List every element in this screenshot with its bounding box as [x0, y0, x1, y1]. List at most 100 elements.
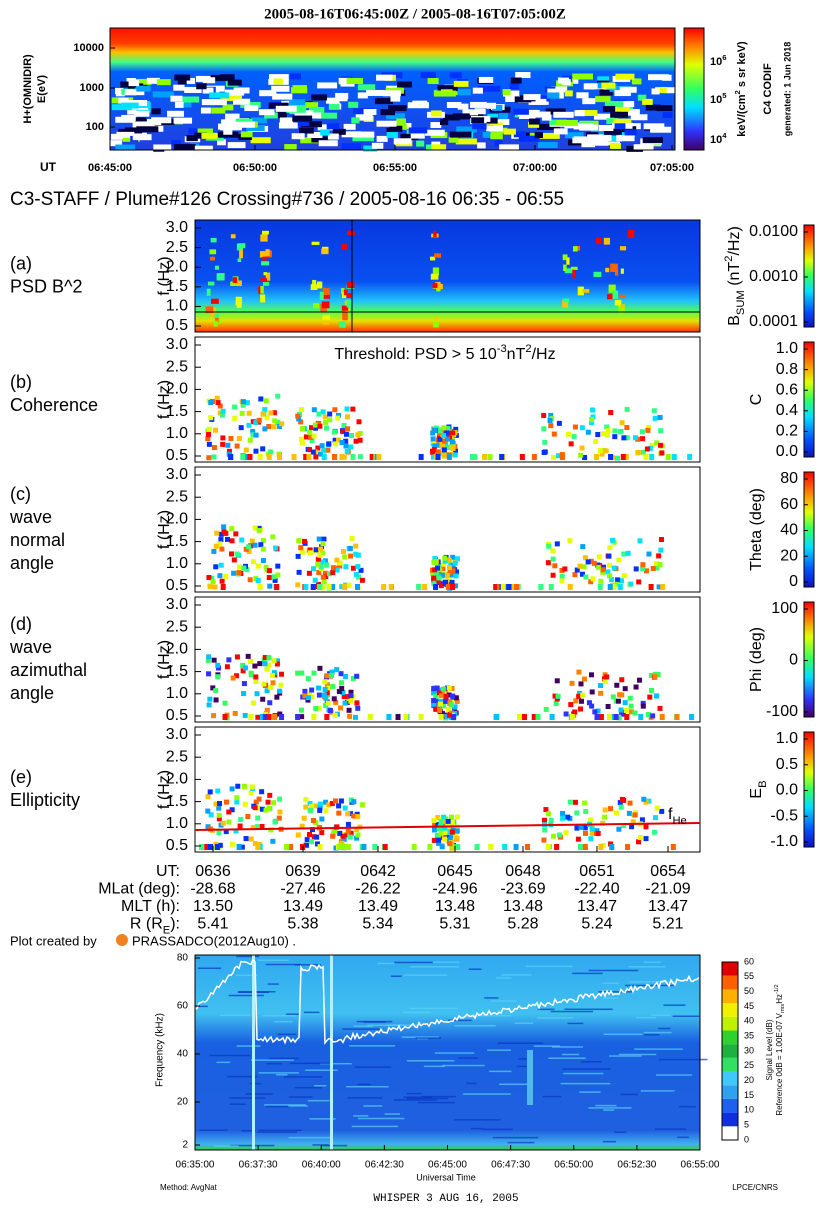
codif-cell	[151, 117, 172, 124]
panel-pixel	[264, 666, 270, 672]
whisper-streak	[403, 1096, 433, 1099]
panel-pixel	[212, 584, 218, 590]
whisper-streak	[564, 1008, 613, 1011]
panel-pixel	[220, 441, 226, 447]
panel-pixel	[446, 576, 452, 582]
codif-cell	[620, 109, 640, 116]
panel-pixel	[493, 714, 499, 720]
codif-cbar-tick-label: 105	[710, 91, 727, 106]
panel-pixel	[266, 568, 272, 574]
codif-cell	[562, 79, 571, 86]
whisper-streak	[643, 961, 661, 963]
panel-pixel	[344, 694, 350, 700]
panel-pixel	[218, 531, 224, 537]
panel-pixel	[496, 584, 502, 590]
panel-pixel	[623, 454, 629, 460]
codif-cell	[637, 94, 647, 101]
panel-pixel	[323, 799, 329, 805]
whisper-streak	[470, 1127, 484, 1130]
psd-blob	[434, 253, 442, 258]
psd-blob	[619, 246, 627, 251]
codif-cell	[576, 110, 598, 117]
panel-pixel	[334, 824, 340, 830]
panel-pixel	[607, 545, 613, 551]
y-tick-label: 0.5	[166, 317, 188, 334]
codif-cell	[492, 104, 503, 111]
panel-pixel	[659, 450, 665, 456]
panel-pixel	[437, 436, 443, 442]
codif-cell	[235, 118, 253, 125]
panel-pixel	[257, 584, 263, 590]
codif-cell	[275, 105, 297, 112]
panel-pixel	[215, 400, 221, 406]
whisper-streak	[629, 981, 676, 983]
panel-pixel	[321, 579, 327, 585]
codif-cell	[643, 123, 665, 130]
cbar-tick-label: 0	[789, 652, 798, 669]
panel-pixel	[597, 448, 603, 454]
codif-cell	[613, 118, 632, 125]
panel-pixel	[474, 844, 480, 850]
panel-pixel	[598, 844, 604, 850]
cbar-label: EB	[748, 780, 769, 798]
panel-pixel	[213, 543, 219, 549]
panel-pixel	[632, 812, 638, 818]
whisper-cbar-tick-label: 25	[744, 1060, 754, 1070]
panel-pixel	[361, 844, 367, 850]
whisper-streak	[567, 1022, 584, 1025]
psd-blob	[582, 289, 590, 293]
psd-blob	[614, 269, 619, 276]
panel-pixel	[311, 670, 317, 676]
codif-cell	[174, 144, 196, 151]
panel-pixel	[301, 815, 307, 821]
panel-pixel	[435, 454, 441, 460]
panel-pixel	[232, 415, 238, 421]
panel-pixel	[208, 415, 214, 421]
panel-pixel	[652, 674, 658, 680]
panel-pixel	[354, 673, 360, 679]
panel-pixel	[445, 436, 451, 442]
whisper-streak	[249, 1082, 261, 1085]
panel-pixel	[359, 802, 365, 808]
codif-cell	[648, 74, 669, 81]
panel-pixel	[654, 565, 660, 571]
panel-pixel	[252, 805, 258, 811]
text-part: nT	[507, 346, 526, 363]
whisper-streak	[245, 1093, 273, 1095]
panel-pixel	[427, 844, 433, 850]
whisper-cbar-tick-label: 35	[744, 1031, 754, 1041]
y-tick-label: 3.0	[166, 466, 188, 483]
panel-pixel	[487, 454, 493, 460]
panel-pixel	[450, 568, 456, 574]
panel-pixel	[625, 844, 631, 850]
y-tick-label: 3.0	[166, 726, 188, 743]
panel-pixel	[323, 420, 329, 426]
codif-cell	[553, 111, 574, 118]
panel-pixel	[633, 566, 639, 572]
panel-pixel	[621, 551, 627, 557]
panel-pixel	[279, 671, 285, 677]
whisper-streak	[258, 1129, 302, 1132]
panel-pixel	[580, 544, 586, 550]
y-tick-label: 3.0	[166, 596, 188, 613]
codif-cell	[225, 113, 240, 120]
panel-pixel	[262, 407, 268, 413]
panel-pixel	[643, 836, 649, 842]
panel-pixel	[239, 844, 245, 850]
panel-pixel	[267, 700, 273, 706]
panel-pixel	[246, 549, 252, 555]
panel-pixel	[253, 432, 259, 438]
codif-cell	[343, 123, 356, 130]
panel-pixel	[279, 421, 285, 427]
codif-cell	[642, 137, 664, 144]
codif-cell	[541, 114, 552, 121]
panel-pixel	[329, 669, 335, 675]
panel-pixel	[248, 790, 254, 796]
psd-blob	[235, 296, 242, 305]
whisper-x-tick-label: 06:40:00	[302, 1160, 341, 1171]
codif-cbar-label: keV/(cm2 s sr keV)	[733, 41, 748, 137]
panel-pixel	[246, 422, 252, 428]
codif-cell	[456, 126, 477, 133]
panel-pixel	[350, 454, 356, 460]
panel-pixel	[646, 798, 652, 804]
